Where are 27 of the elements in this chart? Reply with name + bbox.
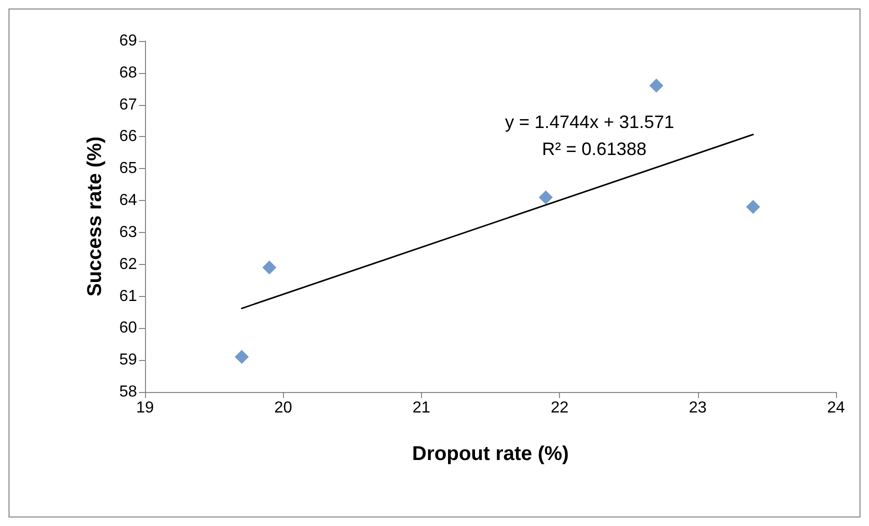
y-tick-label: 58 (119, 384, 138, 400)
point (234, 350, 249, 364)
point (746, 200, 760, 214)
y-tick-label: 64 (119, 192, 138, 210)
y-tick-label: 62 (119, 256, 138, 273)
y-tick-label: 63 (119, 224, 138, 241)
point (262, 260, 276, 275)
x-tick-label: 19 (136, 400, 154, 416)
y-axis-title: Success rate (%) (84, 136, 106, 297)
x-axis-title: Dropout rate (%) (412, 443, 569, 465)
y-tick-label: 67 (119, 96, 138, 114)
annotation: R² = 0.61388 (542, 139, 647, 159)
x-tick-label: 23 (688, 400, 707, 416)
y-tick-label: 68 (119, 64, 138, 82)
x-tick-label: 22 (550, 400, 569, 416)
x-tick-label: 21 (412, 400, 430, 416)
x-tick-label: 20 (274, 400, 292, 416)
point (538, 190, 553, 204)
point (649, 78, 664, 93)
y-tick-label: 69 (119, 32, 138, 50)
y-tick-label: 66 (119, 128, 138, 146)
y-tick-label: 60 (119, 320, 138, 337)
y-tick-label: 65 (119, 160, 138, 178)
x-tick-label: 24 (827, 400, 845, 416)
y-tick-label: 61 (119, 288, 138, 305)
y-tick-label: 59 (119, 352, 138, 369)
annotation: y = 1.4744x + 31.571 (505, 112, 674, 132)
